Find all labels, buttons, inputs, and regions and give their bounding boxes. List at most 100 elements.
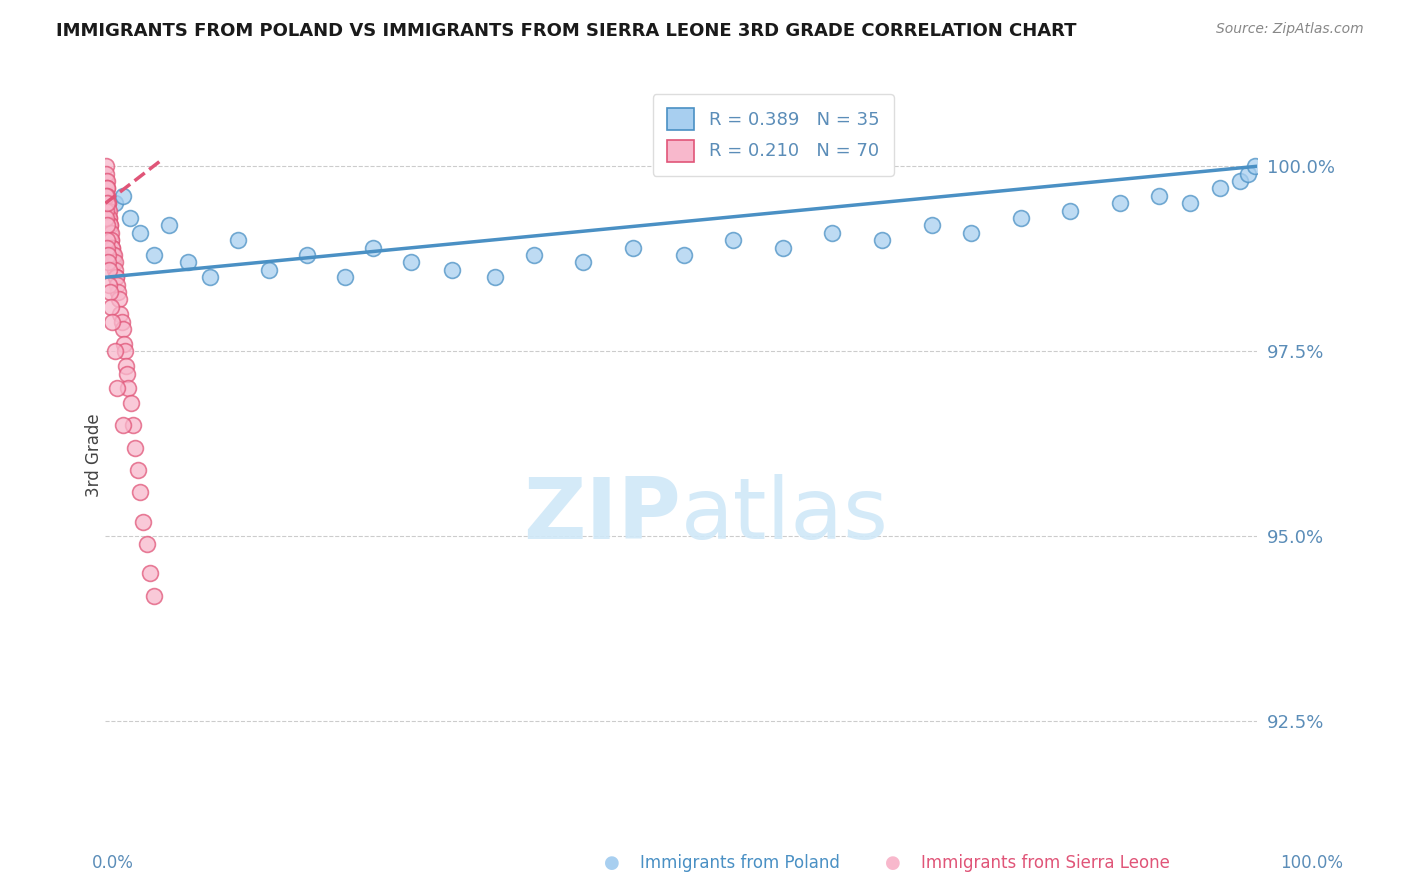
Point: [96, 189, 118, 203]
Point: [523, 248, 546, 262]
Point: [226, 233, 249, 247]
Point: [142, 248, 165, 262]
Text: ●: ●: [884, 855, 901, 872]
Point: [96, 196, 118, 211]
Point: [122, 418, 145, 433]
Point: [100, 233, 122, 247]
Point: [104, 344, 127, 359]
Legend: R = 0.389   N = 35, R = 0.210   N = 70: R = 0.389 N = 35, R = 0.210 N = 70: [652, 94, 894, 176]
Point: [96, 219, 118, 233]
Point: [111, 189, 134, 203]
Point: [295, 248, 318, 262]
Point: [361, 241, 384, 255]
Point: [98, 219, 121, 233]
Point: [129, 226, 152, 240]
Point: [139, 566, 162, 581]
Point: [110, 315, 132, 329]
Point: [98, 211, 121, 225]
Point: [621, 241, 644, 255]
Point: [96, 181, 118, 195]
Point: [135, 537, 157, 551]
Point: [484, 270, 506, 285]
Point: [870, 233, 893, 247]
Point: [333, 270, 356, 285]
Point: [103, 255, 125, 269]
Point: [105, 381, 128, 395]
Point: [157, 219, 180, 233]
Point: [101, 241, 124, 255]
Point: [118, 211, 141, 225]
Point: [1236, 167, 1258, 181]
Point: [97, 203, 120, 218]
Point: [1059, 203, 1081, 218]
Point: [100, 241, 122, 255]
Point: [96, 196, 118, 211]
Text: atlas: atlas: [682, 474, 889, 557]
Point: [100, 233, 122, 247]
Text: 100.0%: 100.0%: [1279, 855, 1343, 872]
Point: [97, 196, 120, 211]
Point: [132, 515, 155, 529]
Point: [94, 203, 117, 218]
Point: [117, 367, 139, 381]
Text: 0.0%: 0.0%: [91, 855, 134, 872]
Point: [98, 277, 121, 292]
Point: [127, 463, 149, 477]
Text: Source: ZipAtlas.com: Source: ZipAtlas.com: [1216, 22, 1364, 37]
Point: [104, 196, 127, 211]
Point: [105, 277, 128, 292]
Point: [100, 300, 122, 314]
Point: [97, 263, 120, 277]
Point: [101, 315, 124, 329]
Point: [1180, 196, 1202, 211]
Point: [1010, 211, 1032, 225]
Point: [572, 255, 595, 269]
Point: [111, 418, 134, 433]
Y-axis label: 3rd Grade: 3rd Grade: [86, 413, 103, 497]
Point: [124, 441, 146, 455]
Point: [672, 248, 695, 262]
Point: [110, 307, 132, 321]
Point: [94, 189, 117, 203]
Point: [97, 211, 120, 225]
Point: [960, 226, 983, 240]
Point: [257, 263, 280, 277]
Point: [98, 285, 121, 299]
Point: [114, 344, 136, 359]
Point: [96, 211, 118, 225]
Point: [105, 270, 128, 285]
Point: [1243, 159, 1265, 173]
Point: [821, 226, 844, 240]
Point: [399, 255, 422, 269]
Point: [117, 381, 139, 395]
Point: [103, 248, 125, 262]
Text: IMMIGRANTS FROM POLAND VS IMMIGRANTS FROM SIERRA LEONE 3RD GRADE CORRELATION CHA: IMMIGRANTS FROM POLAND VS IMMIGRANTS FRO…: [56, 22, 1077, 40]
Point: [142, 589, 165, 603]
Point: [104, 263, 127, 277]
Point: [96, 167, 118, 181]
Text: Immigrants from Sierra Leone: Immigrants from Sierra Leone: [921, 855, 1170, 872]
Point: [96, 233, 118, 247]
Point: [101, 248, 124, 262]
Point: [107, 285, 129, 299]
Point: [921, 219, 943, 233]
Point: [97, 248, 120, 262]
Point: [115, 359, 138, 373]
Point: [129, 484, 152, 499]
Point: [1229, 174, 1251, 188]
Point: [108, 293, 131, 307]
Text: ●: ●: [603, 855, 620, 872]
Point: [96, 189, 118, 203]
Point: [104, 270, 127, 285]
Point: [97, 196, 120, 211]
Point: [1109, 196, 1132, 211]
Point: [98, 219, 121, 233]
Point: [98, 219, 121, 233]
Point: [94, 174, 117, 188]
Point: [94, 159, 117, 173]
Point: [96, 181, 118, 195]
Point: [104, 255, 127, 269]
Point: [112, 337, 135, 351]
Text: ZIP: ZIP: [523, 474, 682, 557]
Point: [96, 181, 118, 195]
